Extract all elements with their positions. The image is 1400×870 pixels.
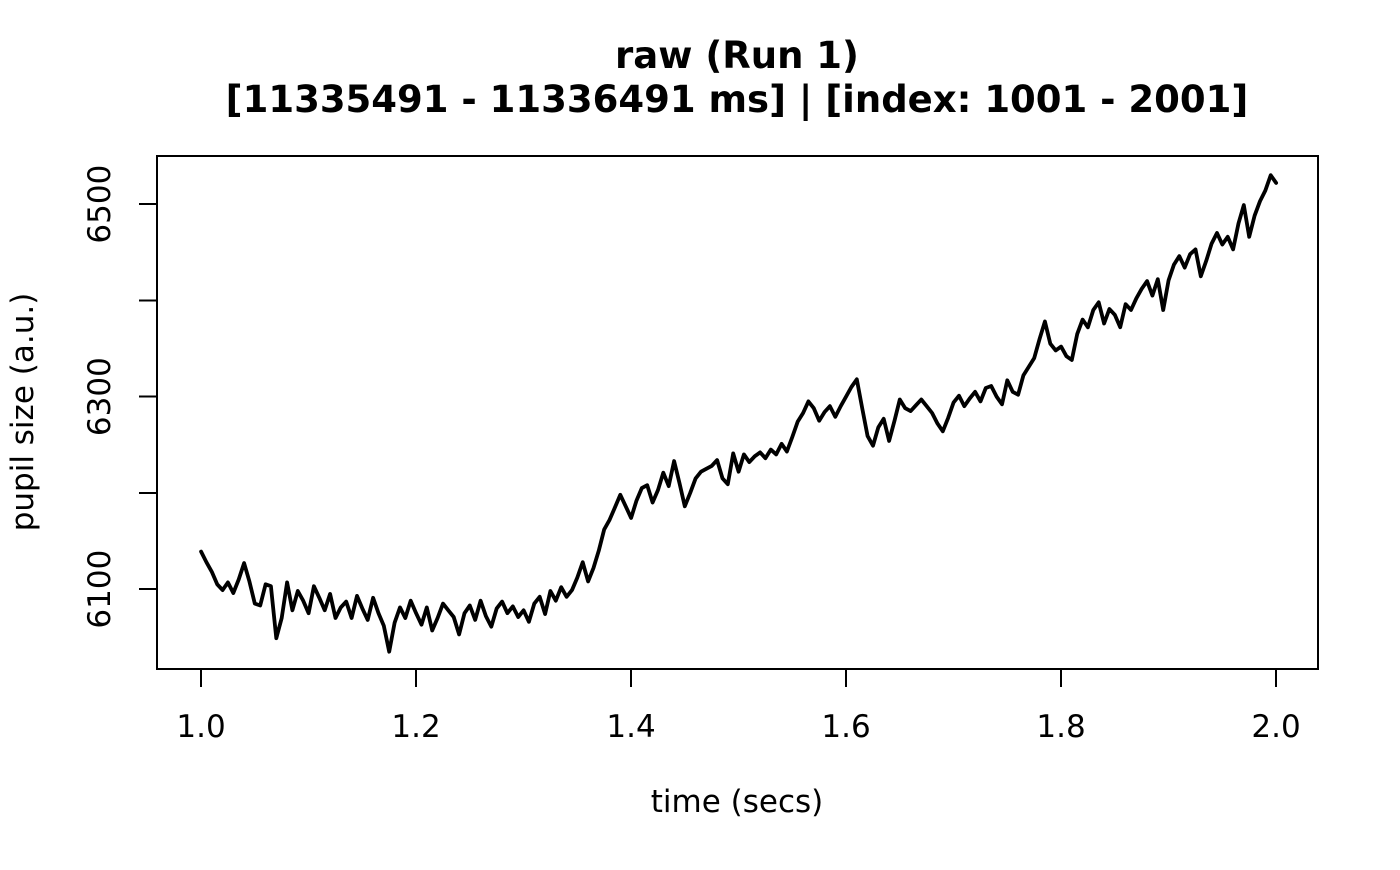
y-axis-label: pupil size (a.u.) <box>5 293 41 532</box>
x-tick-label: 2.0 <box>1251 709 1300 745</box>
y-axis: 6100 6300 6500 <box>82 165 157 629</box>
y-tick-label: 6300 <box>82 357 118 436</box>
x-axis-label: time (secs) <box>651 784 824 820</box>
series-group <box>199 173 1278 654</box>
y-tick-label: 6500 <box>82 165 118 244</box>
x-tick-label: 1.6 <box>821 709 870 745</box>
plot-box <box>156 155 1319 670</box>
x-axis: 1.0 1.2 1.4 1.6 1.8 2.0 <box>176 669 1301 745</box>
chart-subtitle: [11335491 - 11336491 ms] | [index: 1001 … <box>226 78 1249 121</box>
pupil-size-trace <box>199 173 1278 654</box>
x-tick-label: 1.4 <box>606 709 655 745</box>
x-tick-label: 1.2 <box>391 709 440 745</box>
chart-title: raw (Run 1) <box>615 34 859 77</box>
x-tick-label: 1.8 <box>1036 709 1085 745</box>
y-tick-label: 6100 <box>82 550 118 629</box>
x-tick-label: 1.0 <box>176 709 225 745</box>
